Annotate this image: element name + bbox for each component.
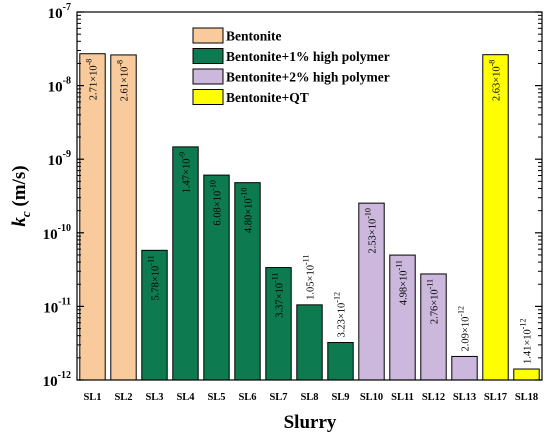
y-axis-title-sub: c bbox=[18, 211, 33, 217]
legend-label-4: Bentonite+QT bbox=[226, 90, 309, 105]
bar-sl13 bbox=[451, 355, 478, 381]
bar-sl9 bbox=[327, 342, 354, 381]
bar-sl2 bbox=[110, 54, 137, 381]
legend-label-1: Bentonite bbox=[226, 29, 282, 44]
legend-label-2: Bentonite+1% high polymer bbox=[226, 49, 390, 64]
category-label-sl9: SL9 bbox=[331, 392, 349, 403]
data-label-sl8: 1.05×10-11 bbox=[302, 255, 317, 300]
category-label-sl7: SL7 bbox=[269, 392, 287, 403]
bars-layer bbox=[79, 53, 540, 381]
data-labels-layer: 2.71×10-8 2.61×10-8 5.78×10-11 1.47×10-9 6.0… bbox=[85, 59, 534, 364]
y-tick-label: 10-8 bbox=[48, 76, 71, 96]
x-axis-title: Slurry bbox=[284, 412, 337, 433]
legend: Bentonite Bentonite+1% high polymer Benton… bbox=[192, 27, 390, 105]
y-tick-label: 10-7 bbox=[48, 2, 71, 22]
y-tick-label: 10-12 bbox=[43, 370, 71, 390]
y-axis-title-unit: (m/s) bbox=[9, 165, 30, 211]
category-label-sl12: SL12 bbox=[422, 392, 445, 403]
bar-sl12 bbox=[420, 273, 447, 381]
category-label-sl2: SL2 bbox=[114, 392, 132, 403]
category-label-sl3: SL3 bbox=[145, 392, 163, 403]
bar-sl4 bbox=[172, 146, 199, 381]
category-label-sl11: SL11 bbox=[391, 392, 414, 403]
category-label-sl5: SL5 bbox=[207, 392, 225, 403]
data-label-sl13: 2.09×10-12 bbox=[457, 306, 472, 351]
legend-swatch-3 bbox=[192, 68, 224, 85]
data-label-sl9: 3.23×10-12 bbox=[333, 292, 348, 337]
legend-swatch-1 bbox=[192, 27, 224, 44]
data-label-sl17: 2.63×10-8 bbox=[488, 60, 503, 101]
data-label-sl11: 4.98×10-11 bbox=[395, 260, 410, 305]
category-label-sl17: SL17 bbox=[484, 392, 507, 403]
bar-sl8 bbox=[296, 304, 323, 381]
category-label-sl1: SL1 bbox=[83, 392, 101, 403]
bar-sl6 bbox=[234, 182, 261, 381]
data-label-sl1: 2.71×10-8 bbox=[85, 59, 100, 100]
legend-swatch-2 bbox=[192, 48, 224, 64]
plot-frame bbox=[76, 11, 543, 381]
y-tick-label: 10-11 bbox=[43, 296, 71, 316]
category-label-sl4: SL4 bbox=[176, 392, 195, 403]
y-ticks-layer: 10-12 10-11 10-10 10-9 10-8 10-7 bbox=[43, 2, 542, 390]
bar-sl1 bbox=[79, 53, 106, 381]
data-label-sl2: 2.61×10-8 bbox=[116, 60, 131, 101]
y-axis-title-k: k bbox=[9, 217, 30, 227]
data-label-sl6: 4.80×10-10 bbox=[240, 188, 255, 233]
category-label-sl6: SL6 bbox=[238, 392, 256, 403]
data-label-sl3: 5.78×10-11 bbox=[147, 255, 162, 300]
data-label-sl12: 2.76×10-11 bbox=[426, 279, 441, 324]
y-tick-label: 10-10 bbox=[43, 223, 71, 243]
data-label-sl7: 3.37×10-11 bbox=[271, 273, 286, 318]
category-label-sl10: SL10 bbox=[360, 392, 383, 403]
y-axis-title: kc (m/s) bbox=[9, 165, 33, 226]
bar-sl18 bbox=[513, 368, 540, 381]
bar-sl10 bbox=[358, 202, 385, 381]
data-label-sl18: 1.41×10-12 bbox=[519, 319, 534, 364]
y-tick-label: 10-9 bbox=[48, 149, 71, 169]
data-label-sl10: 2.53×10-10 bbox=[364, 208, 379, 253]
category-label-sl8: SL8 bbox=[300, 392, 318, 403]
legend-swatch-4 bbox=[192, 89, 224, 105]
category-label-sl13: SL13 bbox=[453, 392, 476, 403]
bar-sl17 bbox=[482, 54, 509, 381]
x-category-labels: SL1 SL2 SL3 SL4 SL5 SL6 SL7 SL8 SL9 SL10 SL11 SL12 S… bbox=[83, 392, 538, 403]
category-label-sl18: SL18 bbox=[515, 392, 538, 403]
legend-label-3: Bentonite+2% high polymer bbox=[226, 70, 390, 85]
data-label-sl5: 6.08×10-10 bbox=[209, 180, 224, 225]
data-label-sl4: 1.47×10-9 bbox=[178, 152, 193, 193]
bar-sl11 bbox=[389, 254, 416, 381]
